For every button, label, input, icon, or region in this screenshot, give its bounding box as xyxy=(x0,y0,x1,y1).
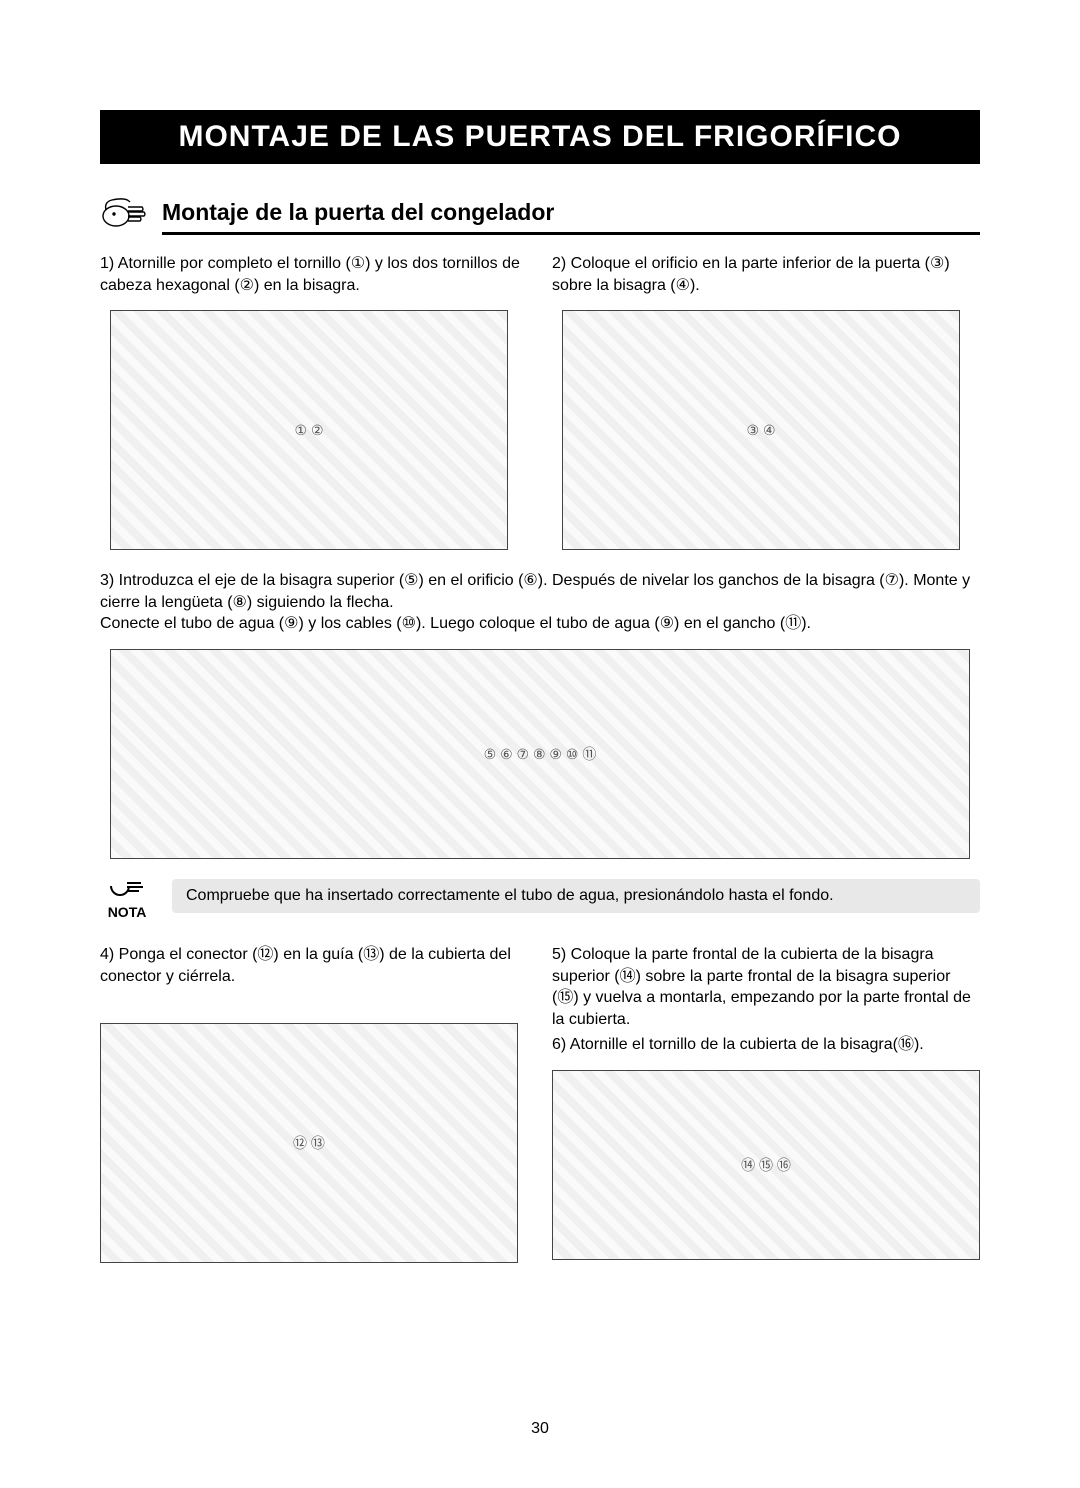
step-6-text: 6) Atornille el tornillo de la cubierta … xyxy=(552,1034,980,1056)
step-2-col: 2) Coloque el orificio en la parte infer… xyxy=(552,253,980,550)
step-4-col: 4) Ponga el conector (⑫) en la guía (⑬) … xyxy=(100,944,528,1263)
diagram-step-3-callouts: ⑤ ⑥ ⑦ ⑧ ⑨ ⑩ ⑪ xyxy=(484,744,597,764)
page-title: MONTAJE DE LAS PUERTAS DEL FRIGORÍFICO xyxy=(100,110,980,164)
diagram-step-1: ① ② xyxy=(110,310,508,550)
note-hand-icon xyxy=(107,873,147,899)
step-3-text: 3) Introduzca el eje de la bisagra super… xyxy=(100,570,980,635)
step-5-text: 5) Coloque la parte frontal de la cubier… xyxy=(552,944,980,1030)
diagram-step-4: ⑫ ⑬ xyxy=(100,1023,518,1263)
step-1-text: 1) Atornille por completo el tornillo (①… xyxy=(100,253,528,296)
steps-1-2-row: 1) Atornille por completo el tornillo (①… xyxy=(100,253,980,550)
step-5-6-col: 5) Coloque la parte frontal de la cubier… xyxy=(552,944,980,1263)
note-row: NOTA Compruebe que ha insertado correcta… xyxy=(100,873,980,920)
step-2-text: 2) Coloque el orificio en la parte infer… xyxy=(552,253,980,296)
note-text: Compruebe que ha insertado correctamente… xyxy=(172,879,980,913)
page-number: 30 xyxy=(0,1420,1080,1438)
note-icon-block: NOTA xyxy=(100,873,154,920)
diagram-step-1-callouts: ① ② xyxy=(295,422,324,439)
diagram-step-5-6-callouts: ⑭ ⑮ ⑯ xyxy=(741,1155,791,1175)
diagram-step-3: ⑤ ⑥ ⑦ ⑧ ⑨ ⑩ ⑪ xyxy=(110,649,970,859)
diagram-step-5-6: ⑭ ⑮ ⑯ xyxy=(552,1070,980,1260)
steps-4-5-6-row: 4) Ponga el conector (⑫) en la guía (⑬) … xyxy=(100,944,980,1263)
diagram-step-2: ③ ④ xyxy=(562,310,960,550)
step-1-col: 1) Atornille por completo el tornillo (①… xyxy=(100,253,528,550)
subtitle-row: Montaje de la puerta del congelador xyxy=(100,192,980,235)
subtitle-text: Montaje de la puerta del congelador xyxy=(162,195,980,232)
diagram-step-4-callouts: ⑫ ⑬ xyxy=(293,1133,325,1153)
pointing-hand-icon xyxy=(100,192,148,235)
diagram-step-2-callouts: ③ ④ xyxy=(747,422,776,439)
subtitle-box: Montaje de la puerta del congelador xyxy=(162,195,980,235)
note-label: NOTA xyxy=(100,904,154,920)
step-4-text: 4) Ponga el conector (⑫) en la guía (⑬) … xyxy=(100,944,528,987)
